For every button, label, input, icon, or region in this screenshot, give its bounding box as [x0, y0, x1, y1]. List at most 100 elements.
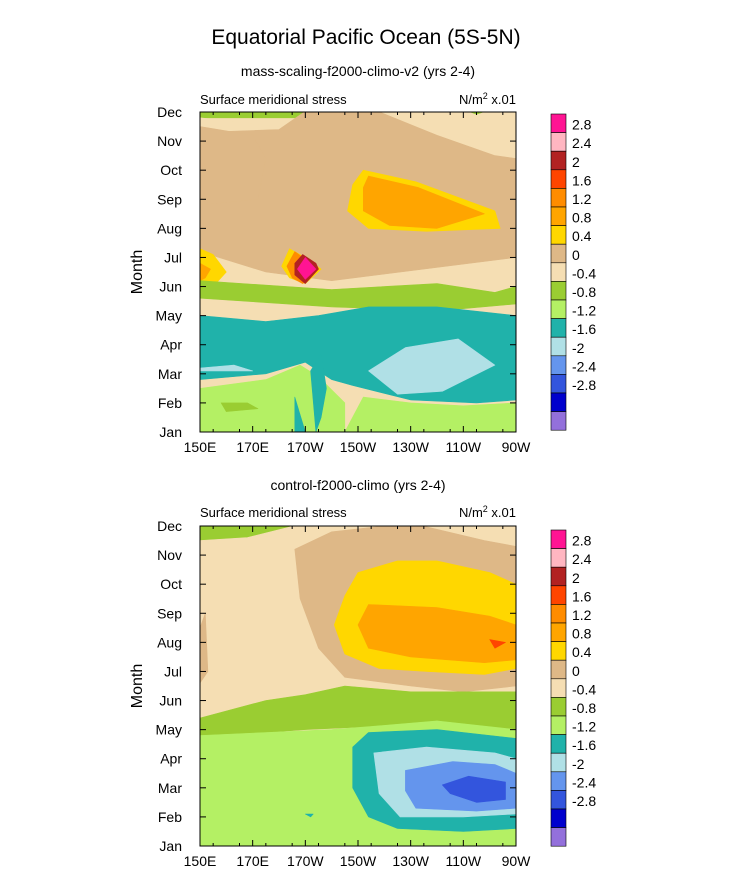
- x-tick-label: 110W: [446, 439, 482, 455]
- y-tick-label: Apr: [160, 751, 182, 767]
- contour-region: [441, 775, 506, 803]
- contour-region: [304, 813, 314, 818]
- colorbar-swatch: [550, 188, 567, 208]
- colorbar-label: -2.4: [572, 774, 596, 790]
- x-tick-label: 130W: [392, 853, 429, 869]
- colorbar-swatch: [550, 604, 567, 624]
- axis-ticks: 150E 170E 170W 150W 130W 110W 90W Jan Feb Mar Apr M…: [156, 518, 532, 869]
- colorbar-swatch: [550, 752, 567, 773]
- y-tick-label: May: [156, 722, 182, 738]
- colorbar-bottom: 2.8 2.4 2 1.6 1.2 0.8 0.4 0 -0.4 -0.8 -1.2 -1.6 -2 -2…: [550, 529, 596, 847]
- y-tick-label: Aug: [157, 220, 182, 236]
- colorbar-label: 1.6: [572, 588, 592, 604]
- x-tick-label: 90W: [502, 439, 532, 455]
- contour-region: [489, 639, 506, 649]
- panel-left-label: Surface meridional stress: [200, 505, 347, 520]
- y-tick-label: Jan: [159, 424, 182, 440]
- colorbar-swatch: [550, 262, 567, 282]
- colorbar-swatch: [550, 150, 567, 171]
- colorbar-label: 0.8: [572, 626, 592, 642]
- colorbar-swatch: [550, 790, 567, 810]
- colorbar-swatch: [550, 734, 567, 754]
- x-tick-label: 150E: [184, 439, 217, 455]
- colorbar-swatch: [550, 566, 567, 587]
- x-tick-label: 170W: [287, 439, 324, 455]
- colorbar-swatch: [550, 659, 567, 680]
- colorbar-top: 2.8 2.4 2 1.6 1.2 0.8 0.4 0 -0.4 -0.8 -1.2 -1.6 -2 -2…: [550, 113, 596, 431]
- colorbar-label: -2.8: [572, 793, 596, 809]
- units-text: N/m: [459, 92, 483, 107]
- x-tick-label: 150W: [340, 853, 377, 869]
- colorbar-label: 1.6: [572, 172, 592, 188]
- plot-frame: [199, 111, 517, 433]
- y-tick-label: Nov: [157, 547, 182, 563]
- units-superscript: 2: [483, 504, 488, 514]
- colorbar-label: -2.4: [572, 358, 596, 374]
- x-tick-label: 150E: [184, 853, 217, 869]
- colorbar-swatch: [550, 697, 567, 717]
- y-tick-label: Jan: [159, 838, 182, 854]
- colorbar-swatch: [550, 336, 567, 357]
- y-tick-label: Dec: [157, 518, 182, 534]
- y-tick-label: Mar: [158, 780, 182, 796]
- colorbar-swatch: [550, 299, 567, 319]
- colorbar-swatch: [550, 281, 567, 301]
- colorbar-label: 0.8: [572, 210, 592, 226]
- colorbar-swatch: [550, 827, 567, 847]
- y-tick-label: Jul: [164, 249, 182, 265]
- y-tick-label: Sep: [157, 191, 182, 207]
- colorbar-swatch: [550, 678, 567, 698]
- colorbar-label: -0.4: [572, 681, 596, 697]
- colorbar-swatch: [550, 529, 567, 549]
- colorbar-swatch: [550, 808, 567, 828]
- contour-region: [362, 175, 485, 229]
- contour-region: [294, 396, 306, 432]
- colorbar-label: -1.2: [572, 303, 596, 319]
- x-tick-label: 110W: [446, 853, 482, 869]
- colorbar-label: -1.6: [572, 321, 596, 337]
- contour-region: [368, 338, 496, 395]
- colorbar-label: 2.8: [572, 117, 592, 133]
- panel-top: mass-scaling-f2000-climo-v2 (yrs 2-4) Su…: [129, 63, 531, 455]
- contour-region: [200, 612, 209, 684]
- colorbar-swatch: [550, 206, 567, 226]
- y-tick-label: Jun: [159, 279, 182, 295]
- y-axis-label: Month: [129, 250, 146, 294]
- y-tick-label: Jun: [159, 693, 182, 709]
- y-tick-label: Mar: [158, 366, 182, 382]
- colorbar-label: -0.8: [572, 700, 596, 716]
- contour-region: [200, 364, 346, 432]
- contour-region: [220, 402, 259, 412]
- colorbar-swatch: [550, 243, 567, 264]
- x-tick-label: 170E: [236, 439, 269, 455]
- units-scale: x.01: [488, 92, 516, 107]
- colorbar-swatch: [550, 548, 567, 568]
- contour-region: [297, 257, 317, 280]
- plot-frame: [199, 525, 517, 847]
- colorbar-label: -0.4: [572, 265, 596, 281]
- colorbar-label: -2: [572, 340, 585, 356]
- y-tick-label: Nov: [157, 133, 182, 149]
- contour-region: [200, 248, 227, 290]
- colorbar-swatch: [550, 585, 567, 605]
- units-superscript: 2: [483, 91, 488, 101]
- colorbar-swatch: [550, 411, 567, 431]
- colorbar-swatch: [550, 318, 567, 338]
- colorbar-swatch: [550, 132, 567, 152]
- colorbar-label: 2.4: [572, 551, 592, 567]
- contour-region: [357, 604, 516, 664]
- y-tick-label: Oct: [160, 162, 182, 178]
- panel-subtitle: control-f2000-climo (yrs 2-4): [270, 477, 445, 493]
- contour-region: [200, 364, 253, 372]
- colorbar-swatch: [550, 641, 567, 661]
- colorbar-label: 0.4: [572, 644, 592, 660]
- y-axis-label: Month: [129, 664, 146, 708]
- contour-region: [200, 262, 211, 282]
- y-tick-label: Oct: [160, 576, 182, 592]
- colorbar-label: -0.8: [572, 284, 596, 300]
- colorbar-swatch: [550, 622, 567, 642]
- panel-units: N/m2 x.01: [459, 504, 516, 520]
- colorbar-label: 2: [572, 570, 580, 586]
- y-tick-label: Feb: [158, 809, 182, 825]
